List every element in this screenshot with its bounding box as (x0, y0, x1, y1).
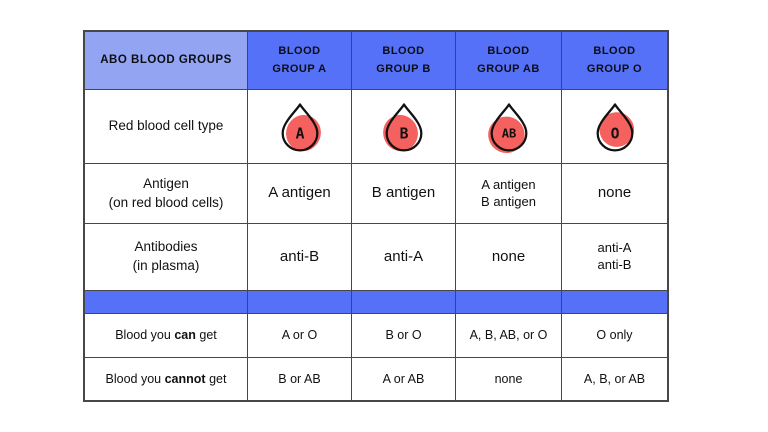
cell-antigen-group-a: A antigen (248, 164, 352, 224)
row-label-red-blood-cell-type: Red blood cell type (85, 90, 248, 164)
column-header-blood-group-b: BLOOD GROUP B (352, 32, 456, 90)
column-header-blood-group-ab: BLOOD GROUP AB (456, 32, 562, 90)
cell-can-get-group-o: O only (562, 314, 667, 358)
row-label-text: Red blood cell type (108, 118, 224, 134)
abo-blood-groups-table: ABO BLOOD GROUPS BLOOD GROUP A BLOOD GRO… (83, 30, 669, 402)
corner-header-label: ABO BLOOD GROUPS (100, 53, 232, 66)
row-label-blood-you-can-get: Blood you can get (85, 314, 248, 358)
cell-value: A antigen (268, 184, 331, 202)
cell-can-get-group-b: B or O (352, 314, 456, 358)
blood-drop-o-icon: O (596, 102, 634, 152)
drop-letter: O (610, 125, 619, 142)
separator-cell (562, 291, 667, 314)
separator-cell (85, 291, 248, 314)
blood-drop-a-icon: A (281, 102, 321, 152)
row-label-text: Blood you cannot get (105, 371, 227, 386)
cell-antibodies-group-b: anti-A (352, 224, 456, 291)
row-label-blood-you-cannot-get: Blood you cannot get (85, 358, 248, 400)
cell-value: none (597, 184, 632, 202)
column-header-blood-group-a: BLOOD GROUP A (248, 32, 352, 90)
cell-rbc-group-o: O (562, 90, 667, 164)
column-header-blood-group-o: BLOOD GROUP O (562, 32, 667, 90)
column-header-label: BLOOD GROUP A (272, 45, 327, 75)
blood-drop-ab-icon: AB (487, 102, 527, 153)
cell-value: A, B, or AB (583, 371, 646, 386)
cell-value: B or O (385, 328, 422, 343)
cell-can-get-group-a: A or O (248, 314, 352, 358)
cell-value: O only (596, 328, 633, 343)
drop-letter: AB (501, 126, 516, 140)
cell-antigen-group-b: B antigen (352, 164, 456, 224)
cell-value: anti-A (383, 247, 424, 265)
cell-value: B or AB (278, 371, 321, 386)
row-label-text: Antibodies (in plasma) (132, 239, 200, 273)
cell-rbc-group-a: A (248, 90, 352, 164)
cell-value: none (494, 371, 523, 386)
drop-letter: A (295, 125, 304, 142)
separator-cell (456, 291, 562, 314)
separator-cell (248, 291, 352, 314)
cell-cannot-get-group-a: B or AB (248, 358, 352, 400)
cell-value: anti-B (279, 247, 320, 265)
cell-antigen-group-o: none (562, 164, 667, 224)
cell-antibodies-group-o: anti-A anti-B (562, 224, 667, 291)
cell-value: A or AB (382, 371, 425, 386)
drop-letter: B (399, 125, 408, 142)
cell-antibodies-group-a: anti-B (248, 224, 352, 291)
cell-can-get-group-ab: A, B, AB, or O (456, 314, 562, 358)
row-label-text: Blood you can get (115, 328, 217, 343)
cell-value: none (491, 247, 526, 265)
cell-value: A or O (281, 328, 318, 343)
cell-antibodies-group-ab: none (456, 224, 562, 291)
cell-rbc-group-ab: AB (456, 90, 562, 164)
cell-value: anti-A anti-B (597, 240, 632, 272)
blood-drop-b-icon: B (382, 102, 422, 152)
cell-value: A, B, AB, or O (469, 328, 548, 343)
cell-cannot-get-group-b: A or AB (352, 358, 456, 400)
cell-antigen-group-ab: A antigen B antigen (456, 164, 562, 224)
cell-cannot-get-group-o: A, B, or AB (562, 358, 667, 400)
cell-value: A antigen B antigen (481, 176, 536, 209)
column-header-label: BLOOD GROUP AB (477, 45, 540, 75)
separator-cell (352, 291, 456, 314)
row-label-antigen: Antigen (on red blood cells) (85, 164, 248, 224)
cell-rbc-group-b: B (352, 90, 456, 164)
row-label-text: Antigen (on red blood cells) (108, 175, 224, 210)
column-header-label: BLOOD GROUP B (376, 45, 431, 75)
table-corner-header: ABO BLOOD GROUPS (85, 32, 248, 90)
cell-cannot-get-group-ab: none (456, 358, 562, 400)
column-header-label: BLOOD GROUP O (586, 45, 643, 75)
cell-value: B antigen (371, 184, 436, 202)
row-label-antibodies: Antibodies (in plasma) (85, 224, 248, 291)
